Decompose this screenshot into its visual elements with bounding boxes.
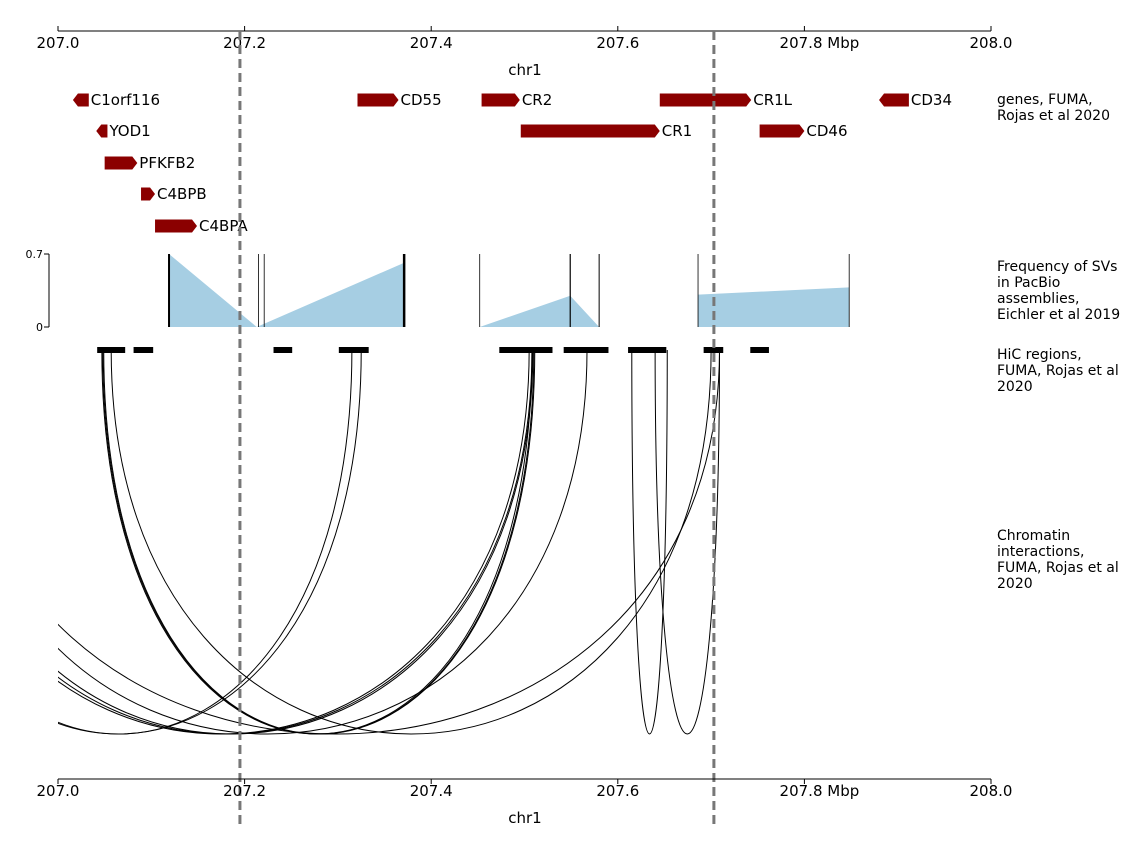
interaction-arc	[58, 349, 530, 735]
interaction-arc	[58, 349, 362, 735]
sv-frequency-y-axis: 00.7	[26, 248, 50, 334]
gene-arrow	[72, 93, 89, 107]
interaction-arc	[58, 349, 353, 735]
chromatin-interactions-track-label: Chromatin interactions, FUMA, Rojas et a…	[997, 528, 1119, 592]
gene-label: CD46	[806, 122, 847, 140]
hic-region	[703, 347, 724, 353]
gene-arrow	[520, 124, 660, 138]
interaction-arc	[58, 349, 588, 735]
interaction-arc	[58, 349, 720, 735]
sv-y-tick-label: 0.7	[26, 248, 44, 261]
top-tick-label: 207.0	[37, 34, 80, 52]
gene-arrow	[104, 156, 138, 170]
gene-arrow	[96, 124, 108, 138]
interaction-arc	[654, 349, 720, 735]
arcs-group	[58, 349, 720, 735]
gene-track-label: genes, FUMA, Rojas et al 2020	[997, 92, 1110, 124]
sv-frequency-markers	[168, 254, 850, 327]
gene-label: PFKFB2	[139, 154, 195, 172]
bottom-tick-label: 207.4	[410, 782, 453, 800]
hic-region	[750, 347, 769, 353]
sv-y-tick-label: 0	[36, 321, 43, 334]
gene-label: CD34	[911, 91, 952, 109]
gene-label: C1orf116	[91, 91, 160, 109]
gene-label: C4BPB	[157, 185, 207, 203]
gene-label: CR1L	[753, 91, 792, 109]
top-tick-label: 208.0	[970, 34, 1013, 52]
chromatin-interactions-track	[58, 349, 720, 735]
gene-label: YOD1	[108, 122, 150, 140]
gene-label: CR1	[662, 122, 692, 140]
hic-region	[273, 347, 293, 353]
bottom-tick-label: 207.8 Mbp	[780, 782, 860, 800]
interaction-arc	[102, 349, 535, 735]
top-tick-label: 207.8 Mbp	[780, 34, 860, 52]
hic-region	[133, 347, 154, 353]
sv-frequency-area	[169, 254, 850, 327]
bottom-tick-label: 208.0	[970, 782, 1013, 800]
interaction-arc	[58, 349, 534, 735]
hic-region	[349, 347, 369, 353]
bottom-tick-label: 207.0	[37, 782, 80, 800]
top-x-axis: 207.0 207.2 207.4 207.6 207.8 Mbp 208.0	[37, 26, 1013, 52]
interaction-arc	[101, 349, 533, 735]
interaction-arc	[631, 349, 668, 735]
gene-arrow	[155, 219, 198, 233]
interaction-arc	[103, 349, 536, 735]
gene-arrow	[141, 187, 156, 201]
bottom-x-axis-title: chr1	[508, 809, 541, 827]
gene-arrow	[659, 93, 752, 107]
gene-arrow	[879, 93, 909, 107]
top-tick-label: 207.2	[223, 34, 266, 52]
hic-region	[563, 347, 609, 353]
gene-label: CR2	[522, 91, 552, 109]
hic-region	[105, 347, 126, 353]
hic-region	[628, 347, 667, 353]
interaction-arc	[110, 349, 712, 735]
gene-arrow	[481, 93, 520, 107]
sv-frequency-track-label: Frequency of SVs in PacBio assemblies, E…	[997, 259, 1121, 323]
top-tick-label: 207.6	[596, 34, 639, 52]
gene-label: C4BPA	[199, 217, 248, 235]
hic-regions-track	[97, 347, 769, 353]
region-marker-lines	[238, 31, 716, 825]
hic-region	[517, 347, 537, 353]
interaction-arc	[58, 349, 533, 735]
bottom-tick-label: 207.2	[223, 782, 266, 800]
gene-arrow	[357, 93, 399, 107]
hic-regions-track-label: HiC regions, FUMA, Rojas et al 2020	[997, 347, 1119, 395]
sv-frequency-track: 00.7	[26, 248, 850, 334]
gene-track: C1orf116 YOD1 PFKFB2 C4BPB C4BPA CD55 CR2 CR1 CR…	[72, 91, 952, 235]
bottom-tick-label: 207.6	[596, 782, 639, 800]
top-tick-label: 207.4	[410, 34, 453, 52]
bottom-x-axis: 207.0 207.2 207.4 207.6 207.8 Mbp 208.0	[37, 778, 1013, 800]
gene-label: CD55	[401, 91, 442, 109]
top-x-axis-title: chr1	[508, 61, 541, 79]
gene-arrow	[759, 124, 805, 138]
